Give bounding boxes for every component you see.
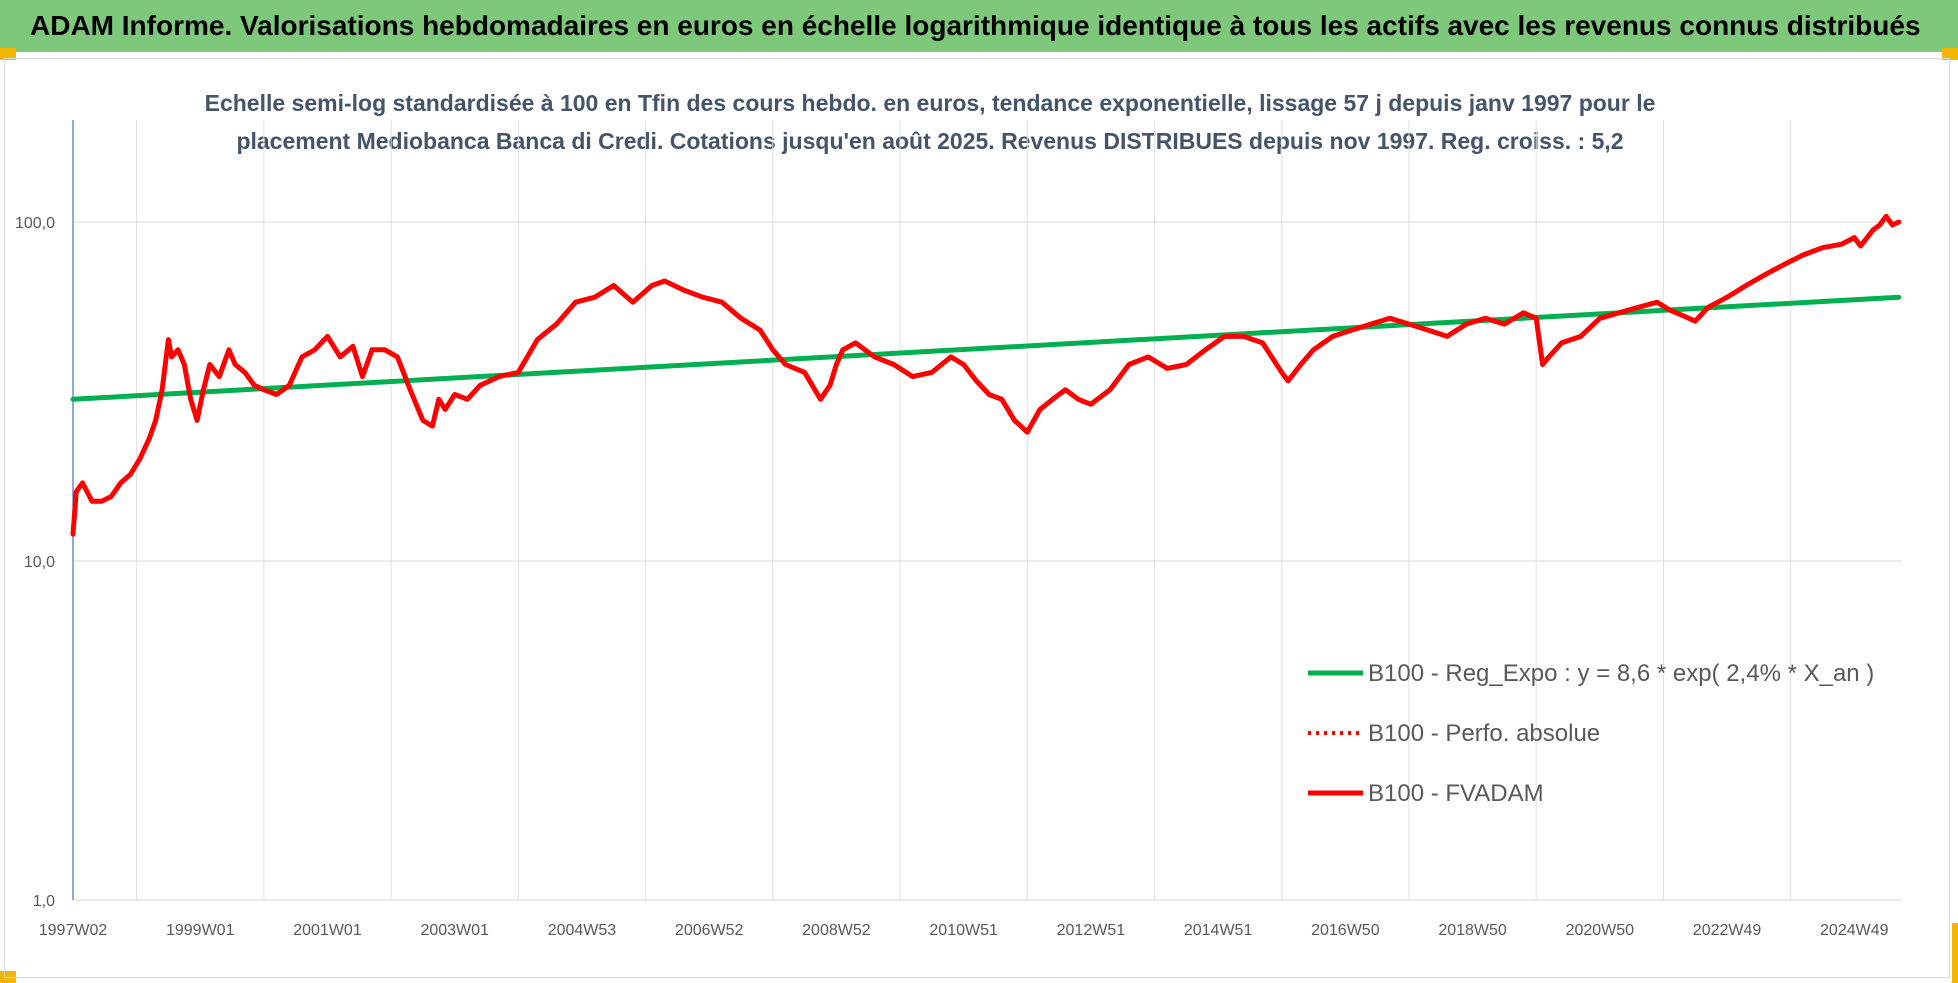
legend-label-0: B100 - Reg_Expo : y = 8,6 * exp( 2,4% * … bbox=[1368, 660, 1874, 687]
x-tick-label: 2022W49 bbox=[1693, 922, 1762, 939]
chart-subtitle: Echelle semi-log standardisée à 100 en T… bbox=[200, 84, 1660, 160]
y-tick-label: 1,0 bbox=[33, 893, 55, 910]
legend-label-2: B100 - FVADAM bbox=[1368, 780, 1544, 807]
x-tick-label: 2006W52 bbox=[675, 922, 744, 939]
x-tick-label: 2014W51 bbox=[1184, 922, 1253, 939]
x-tick-label: 1999W01 bbox=[166, 922, 235, 939]
chart-frame bbox=[4, 58, 1950, 978]
series-line-0 bbox=[70, 294, 1902, 402]
corner-marker-top-left bbox=[0, 48, 16, 60]
y-tick-label: 100,0 bbox=[15, 215, 55, 232]
x-tick-label: 2016W50 bbox=[1311, 922, 1380, 939]
x-tick-label: 2003W01 bbox=[420, 922, 489, 939]
series-line-2 bbox=[70, 213, 1902, 537]
x-tick-label: 2004W53 bbox=[548, 922, 617, 939]
report-title: ADAM Informe. Valorisations hebdomadaire… bbox=[0, 0, 1958, 52]
x-tick-label: 2008W52 bbox=[802, 922, 871, 939]
y-tick-label: 10,0 bbox=[24, 554, 55, 571]
x-tick-label: 2010W51 bbox=[929, 922, 998, 939]
x-tick-label: 2018W50 bbox=[1438, 922, 1507, 939]
legend-label-1: B100 - Perfo. absolue bbox=[1368, 720, 1600, 747]
x-tick-label: 2001W01 bbox=[293, 922, 362, 939]
corner-marker-top-right bbox=[1942, 48, 1958, 60]
chart-subtitle-line-1: Echelle semi-log standardisée à 100 en T… bbox=[204, 90, 1656, 116]
x-tick-label: 2012W51 bbox=[1057, 922, 1126, 939]
x-tick-label: 1997W02 bbox=[39, 922, 108, 939]
corner-marker-bottom-right bbox=[1952, 923, 1958, 983]
x-tick-label: 2020W50 bbox=[1566, 922, 1635, 939]
x-tick-label: 2024W49 bbox=[1820, 922, 1889, 939]
chart-subtitle-line-2: placement Mediobanca Banca di Credi. Cot… bbox=[236, 128, 1624, 154]
